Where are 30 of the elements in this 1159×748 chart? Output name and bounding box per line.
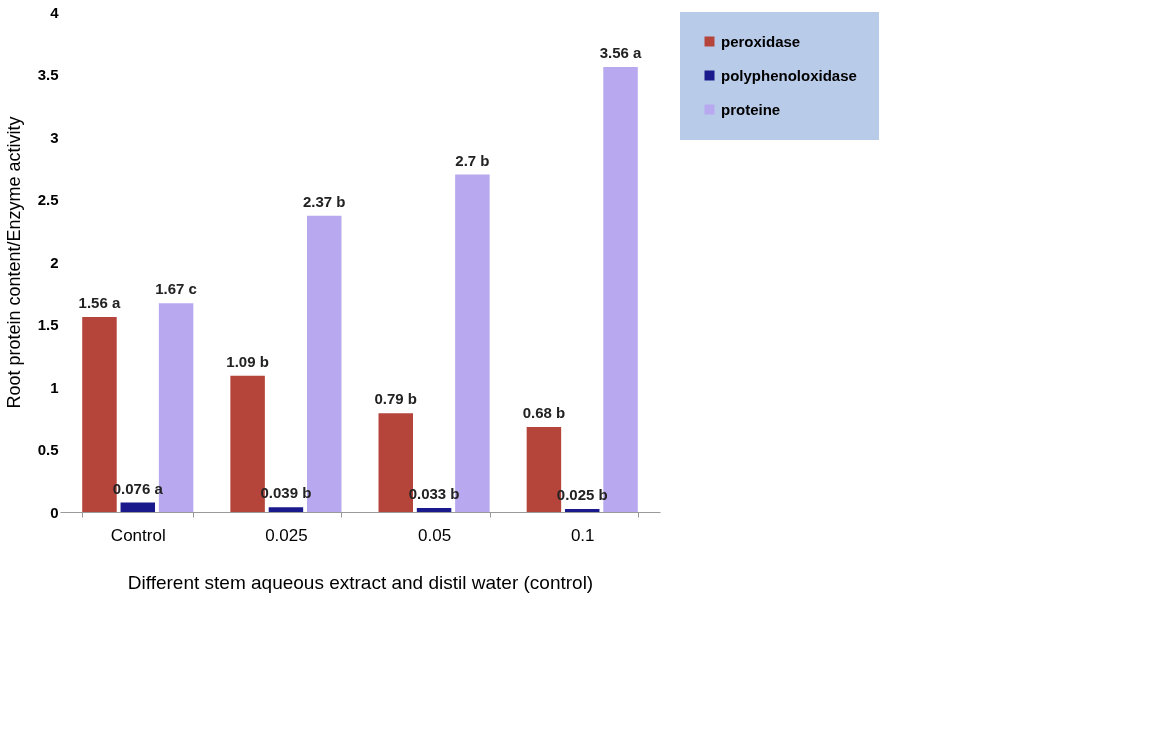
legend-label: polyphenoloxidase xyxy=(721,66,857,84)
bar xyxy=(120,502,156,512)
data-label: 2.37 b xyxy=(302,192,346,210)
y-tick-label: 3 xyxy=(50,128,59,146)
y-tick-label: 4 xyxy=(50,3,60,21)
y-axis-title: Root protein content/Enzyme activity xyxy=(3,116,24,409)
data-label: 3.56 a xyxy=(599,44,643,61)
data-label: 0.68 b xyxy=(522,404,566,421)
bar xyxy=(268,507,304,512)
data-label: 1.67 c xyxy=(155,280,197,298)
y-tick-label: 0.5 xyxy=(37,441,59,458)
bar xyxy=(416,507,452,512)
bar xyxy=(564,508,600,512)
y-tick-label: 2.5 xyxy=(37,191,59,208)
data-label: 0.79 b xyxy=(374,390,418,408)
data-label: 1.09 b xyxy=(226,352,269,370)
y-tick-label: 0 xyxy=(50,503,59,521)
x-axis-title: Different stem aqueous extract and distil water (control) xyxy=(127,571,594,593)
y-tick-label: 1 xyxy=(50,378,59,396)
x-tick-label: 0.025 xyxy=(265,525,308,545)
legend-label: proteine xyxy=(721,100,781,118)
x-tick-label: 0.1 xyxy=(570,525,595,545)
data-label: 1.56 a xyxy=(78,294,121,311)
y-tick-label: 3.5 xyxy=(37,66,59,83)
x-tick-label: Control xyxy=(110,525,166,545)
legend-label: peroxidase xyxy=(721,32,801,50)
y-tick-label: 1.5 xyxy=(37,316,59,333)
x-tick-label: 0.05 xyxy=(418,525,452,545)
data-label: 2.7 b xyxy=(455,151,490,169)
y-tick-label: 2 xyxy=(50,253,59,271)
